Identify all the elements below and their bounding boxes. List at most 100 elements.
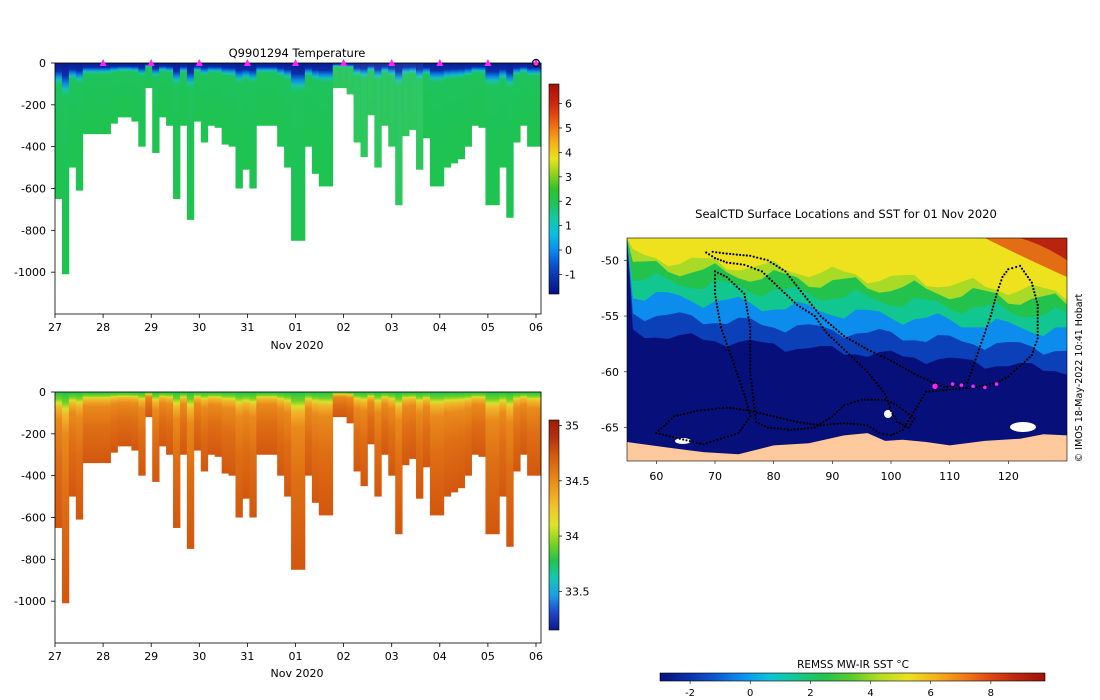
track-point (990, 311, 993, 314)
track-point (840, 332, 843, 335)
track-point (988, 383, 992, 386)
track-point (895, 362, 899, 366)
track-point (983, 331, 987, 334)
track-point (904, 410, 907, 413)
profile-column (339, 392, 347, 418)
track-point (1036, 310, 1039, 313)
sst-colorbar-tick-label: -2 (685, 688, 695, 699)
track-point (895, 431, 899, 434)
track-point (686, 412, 689, 415)
profile-column (277, 63, 285, 147)
track-point (942, 386, 945, 389)
track-point (756, 256, 759, 259)
track-point (750, 381, 753, 384)
profile-column (367, 63, 375, 116)
track-point (1036, 303, 1039, 306)
track-point (776, 427, 780, 430)
track-point (746, 265, 750, 268)
sea-ice-patch (1010, 422, 1036, 432)
track-point (837, 343, 841, 346)
track-point (826, 423, 829, 426)
track-point (1034, 343, 1037, 347)
track-point (955, 387, 958, 391)
track-point (752, 395, 755, 398)
profile-column (193, 392, 202, 451)
track-point (749, 339, 752, 342)
profile-column (152, 392, 160, 482)
track-point (743, 263, 746, 266)
track-point (889, 401, 893, 404)
track-point (996, 289, 999, 292)
profile-column (506, 392, 514, 547)
track-point (877, 384, 880, 387)
profile-column (277, 392, 285, 476)
profile-column (534, 392, 542, 476)
track-point (904, 367, 907, 371)
track-point (931, 390, 935, 393)
x-tick-label: 03 (385, 321, 399, 334)
track-point (660, 427, 663, 430)
track-point (856, 360, 859, 363)
longitude-tick-label: 110 (939, 470, 960, 483)
track-point (809, 422, 812, 425)
track-point (783, 428, 786, 431)
profile-column (68, 63, 77, 168)
profile-column (117, 392, 125, 447)
track-point (1030, 281, 1033, 284)
track-point (670, 417, 673, 420)
track-point (698, 442, 702, 445)
track-point (977, 348, 981, 351)
track-point (824, 319, 827, 322)
temperature-y-axis: 0 -200 -400 -600 -800 -1000 (14, 57, 55, 279)
x-tick-label: 03 (385, 650, 399, 663)
track-point (885, 396, 888, 399)
track-point (780, 289, 784, 292)
track-point (755, 420, 758, 424)
x-tick-label: 27 (48, 321, 62, 334)
track-point (925, 390, 928, 393)
track-point (1010, 372, 1013, 375)
track-point (749, 326, 752, 329)
profile-column (520, 392, 528, 455)
track-point (797, 287, 800, 290)
track-point (1032, 287, 1035, 291)
track-point (763, 425, 767, 428)
track-point (735, 285, 738, 288)
profile-column (457, 63, 466, 160)
track-point (716, 309, 720, 312)
track-point (914, 408, 917, 411)
track-point (715, 251, 718, 254)
track-point (754, 413, 757, 416)
profile-column (436, 63, 445, 187)
track-point (665, 434, 668, 437)
profile-column (298, 63, 306, 241)
track-point (828, 417, 831, 420)
track-point (892, 361, 896, 364)
x-tick-label: 28 (96, 321, 110, 334)
track-point (905, 422, 908, 425)
track-point (742, 389, 745, 392)
track-point (750, 385, 754, 388)
track-point (729, 352, 732, 356)
track-point (913, 372, 916, 376)
profile-column (499, 63, 507, 168)
track-point (851, 340, 855, 343)
x-tick-label: 04 (433, 650, 447, 663)
track-point (783, 291, 786, 295)
track-point (892, 415, 896, 418)
x-tick-label: 06 (529, 321, 543, 334)
track-point (753, 406, 756, 409)
track-point (975, 385, 978, 388)
profile-column (471, 392, 479, 455)
track-point (857, 343, 860, 346)
track-point (928, 390, 931, 393)
profile-column (61, 63, 70, 275)
longitude-tick-label: 100 (881, 470, 902, 483)
y-tick-label: -800 (21, 224, 46, 237)
track-point (736, 372, 739, 376)
track-point (1036, 327, 1039, 330)
track-point (815, 309, 818, 312)
colorbar-tick-label: 6 (565, 98, 572, 111)
track-point (730, 356, 733, 359)
colorbar-tick-label: -1 (565, 268, 576, 281)
